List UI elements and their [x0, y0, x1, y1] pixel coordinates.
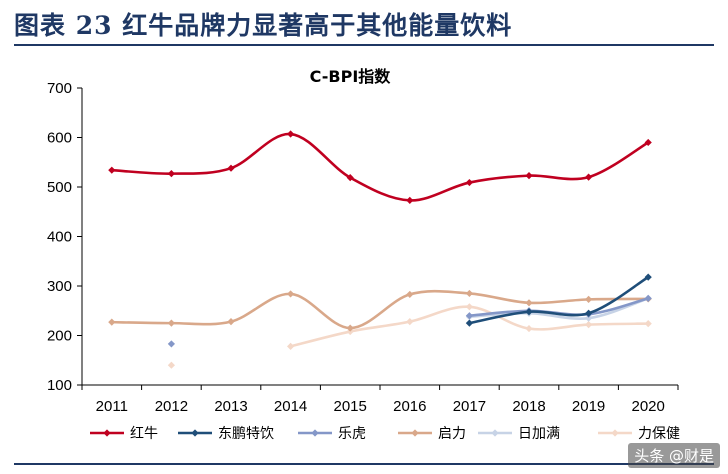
data-point [346, 173, 354, 182]
legend-item: 乐虎 [298, 426, 366, 442]
data-point [287, 130, 295, 138]
x-tick-label: 2018 [512, 398, 545, 415]
series-line [111, 289, 649, 330]
x-tick-label: 2011 [96, 398, 128, 415]
data-point [585, 314, 593, 322]
data-point [287, 342, 295, 350]
chart-axes: 100 200 300 400 500 600 700 2011 2012 2013 2014 201… [47, 80, 679, 415]
data-point [644, 138, 652, 147]
data-point [644, 273, 652, 281]
y-tick-label: 300 [47, 278, 72, 295]
watermark: 头条 @财是 [628, 443, 720, 468]
series-0 [108, 130, 652, 204]
data-point [585, 173, 593, 181]
data-point [585, 309, 593, 317]
legend-item: 东鹏特饮 [178, 426, 274, 442]
x-tick-label: 2020 [632, 398, 665, 415]
legend-item: 启力 [398, 426, 466, 442]
data-point [108, 318, 116, 326]
bottom-rule [14, 463, 714, 465]
legend-label: 东鹏特饮 [218, 426, 274, 442]
y-tick-label: 100 [47, 377, 72, 394]
series-line [469, 297, 649, 320]
title-rule [14, 44, 714, 46]
y-tick-label: 500 [47, 179, 72, 196]
y-tick-label: 700 [47, 80, 72, 97]
data-point [167, 340, 175, 348]
legend-marker [191, 429, 199, 437]
chart-legend: 红牛 东鹏特饮 乐虎 启力 日加满 力保健 [90, 426, 680, 442]
legend-marker [411, 429, 419, 437]
legend-label: 力保健 [638, 426, 680, 442]
legend-label: 红牛 [130, 426, 158, 442]
data-point [525, 308, 533, 316]
data-point [525, 299, 533, 307]
data-point [227, 164, 235, 172]
y-tick-label: 200 [47, 328, 72, 345]
data-point [465, 312, 473, 320]
chart-title: C-BPI指数 [310, 67, 392, 86]
data-point [644, 294, 652, 302]
data-point [108, 166, 116, 174]
series-5 [167, 303, 652, 369]
x-tick-label: 2017 [453, 398, 486, 415]
data-point [406, 318, 414, 326]
series-1 [465, 273, 652, 327]
data-point [167, 361, 175, 369]
series-layer [108, 130, 652, 369]
y-tick-label: 600 [47, 130, 72, 147]
data-point [644, 320, 652, 328]
x-tick-label: 2012 [155, 398, 188, 415]
series-line [469, 275, 649, 325]
data-point [465, 319, 473, 327]
legend-label: 日加满 [518, 426, 560, 442]
data-point [525, 324, 533, 333]
data-point [406, 196, 414, 204]
x-tick-label: 2015 [334, 398, 367, 415]
data-point [585, 321, 593, 329]
data-point [585, 295, 593, 303]
x-tick-label: 2014 [274, 398, 307, 415]
x-tick-label: 2013 [214, 398, 247, 415]
data-point [346, 324, 354, 332]
data-point [465, 178, 473, 187]
legend-label: 乐虎 [338, 426, 366, 442]
y-tick-label: 400 [47, 229, 72, 246]
legend-item: 日加满 [478, 426, 560, 442]
series-line [111, 132, 649, 202]
data-point [406, 290, 414, 299]
x-tick-label: 2019 [572, 398, 605, 415]
data-point [167, 319, 175, 327]
legend-marker [311, 429, 319, 437]
legend-label: 启力 [438, 426, 466, 442]
data-point [227, 318, 235, 326]
data-point [525, 172, 533, 180]
data-point [287, 290, 295, 298]
data-point [465, 289, 473, 298]
data-point [465, 303, 473, 311]
legend-marker [611, 429, 619, 437]
legend-item: 红牛 [90, 426, 158, 442]
x-tick-label: 2016 [393, 398, 426, 415]
legend-item: 力保健 [598, 426, 680, 442]
legend-marker [491, 429, 499, 437]
legend-marker [103, 429, 111, 437]
data-point [167, 170, 175, 178]
figure-title: 图表 23 红牛品牌力显著高于其他能量饮料 [14, 11, 513, 40]
